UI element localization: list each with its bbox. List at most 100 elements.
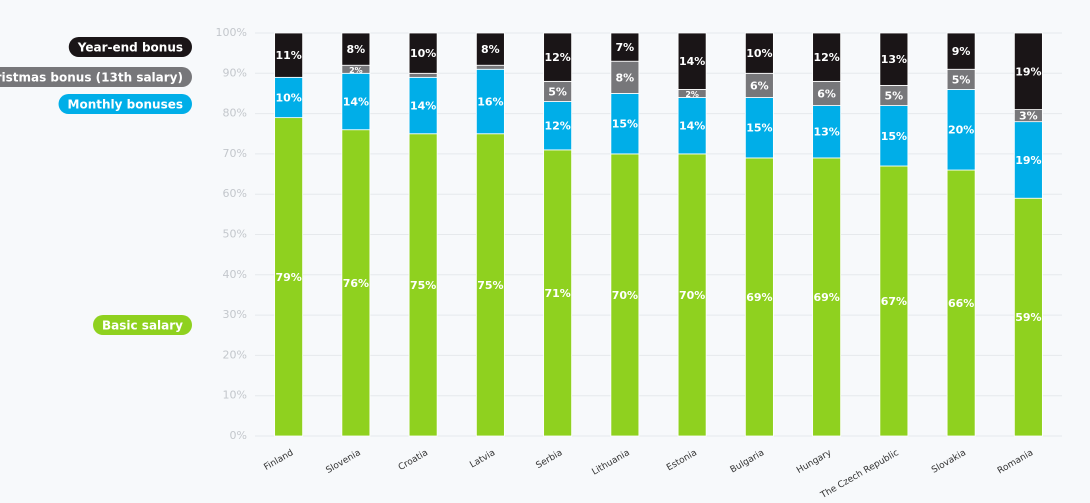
data-label: 10% (410, 47, 436, 60)
bar-segment (744, 32, 774, 74)
legend-label: Year-end bonus (77, 41, 183, 55)
y-tick-label: 0% (230, 429, 247, 442)
legend-swatch (93, 315, 192, 335)
data-label: 69% (813, 291, 839, 304)
legend-item: Basic salary (93, 315, 192, 335)
bar-segment (677, 153, 707, 437)
x-tick-label: Romania (996, 448, 1035, 476)
x-tick-label: Bulgaria (729, 448, 766, 475)
bar-segment (1013, 32, 1043, 110)
data-label: 10% (746, 47, 772, 60)
bar-segment (408, 133, 438, 437)
bar-segment (677, 32, 707, 90)
data-label: 3% (1019, 110, 1038, 123)
bar-segment (879, 32, 909, 86)
bar-segment (677, 97, 707, 155)
x-tick-label: Finland (263, 448, 296, 473)
data-label: 71% (544, 287, 570, 300)
data-label: 67% (881, 295, 907, 308)
y-tick-label: 30% (223, 308, 247, 321)
bar-segment (475, 32, 505, 66)
bar-segment (879, 105, 909, 167)
data-label: 6% (817, 87, 836, 100)
bar-segment (475, 68, 505, 135)
legend-item: Christmas bonus (13th salary) (0, 67, 192, 87)
data-label: 14% (410, 100, 436, 113)
bar-segment (812, 32, 842, 82)
bar-segment (744, 97, 774, 159)
data-label: 8% (481, 43, 500, 56)
data-label: 16% (477, 96, 503, 109)
bar-segment (543, 32, 573, 82)
data-label: 2% (349, 66, 363, 75)
data-label: 8% (347, 43, 366, 56)
legend-swatch (0, 67, 192, 87)
bar-segment (341, 32, 371, 66)
bar-segment (946, 32, 976, 70)
y-tick-label: 50% (223, 228, 247, 241)
bar-segment (744, 72, 774, 98)
y-tick-label: 70% (223, 147, 247, 160)
bar-segment (274, 32, 304, 78)
data-label: 7% (616, 41, 635, 54)
bar-segment (744, 157, 774, 437)
bar-segment (1013, 121, 1043, 199)
data-label: 12% (813, 51, 839, 64)
x-tick-label: Hungary (795, 448, 834, 476)
x-tick-label: Estonia (665, 448, 699, 473)
data-label: 14% (679, 120, 705, 133)
bar-segment (408, 72, 438, 78)
legend-label: Basic salary (102, 319, 183, 333)
bar-segment (341, 129, 371, 437)
x-tick-label: Lithuania (591, 448, 632, 478)
data-label: 70% (612, 289, 638, 302)
data-label: 5% (952, 73, 971, 86)
x-tick-label: Slovenia (324, 448, 362, 476)
data-label: 19% (1015, 154, 1041, 167)
bar-segment (879, 165, 909, 437)
data-label: 76% (343, 277, 369, 290)
bar-segment (946, 89, 976, 171)
bar-segment (543, 149, 573, 437)
data-label: 13% (881, 53, 907, 66)
data-label: 13% (813, 126, 839, 139)
x-tick-label: Serbia (535, 448, 565, 471)
data-label: 79% (275, 271, 301, 284)
bar-segment (610, 153, 640, 437)
data-label: 9% (952, 45, 971, 58)
data-label: 5% (885, 89, 904, 102)
bar-segment (341, 72, 371, 131)
bar-segment (475, 64, 505, 70)
legend-label: Monthly bonuses (68, 98, 183, 112)
x-tick-label: Latvia (468, 448, 497, 470)
y-tick-label: 20% (223, 348, 247, 361)
data-label: 75% (477, 279, 503, 292)
bar-segment (946, 169, 976, 437)
bar-segment (274, 76, 304, 119)
data-label: 12% (544, 120, 570, 133)
y-tick-label: 80% (223, 107, 247, 120)
data-label: 8% (616, 71, 635, 84)
data-label: 15% (881, 130, 907, 143)
bar-segment (1013, 197, 1043, 437)
y-tick-label: 40% (223, 268, 247, 281)
bar-segment (812, 105, 842, 159)
data-label: 12% (544, 51, 570, 64)
legend-item: Monthly bonuses (58, 94, 192, 114)
bar-segment (475, 133, 505, 437)
legend-swatch (68, 37, 192, 57)
data-label: 70% (679, 289, 705, 302)
bar-segment (610, 60, 640, 94)
bar-segment (610, 32, 640, 62)
bar-segment (408, 32, 438, 74)
bar-segment (543, 101, 573, 151)
data-label: 2% (685, 90, 699, 99)
data-label: 11% (275, 49, 301, 62)
data-label: 69% (746, 291, 772, 304)
data-label: 6% (750, 79, 769, 92)
data-label: 15% (746, 122, 772, 135)
bar-segment (274, 117, 304, 437)
data-label: 5% (548, 85, 567, 98)
y-tick-label: 10% (223, 389, 247, 402)
